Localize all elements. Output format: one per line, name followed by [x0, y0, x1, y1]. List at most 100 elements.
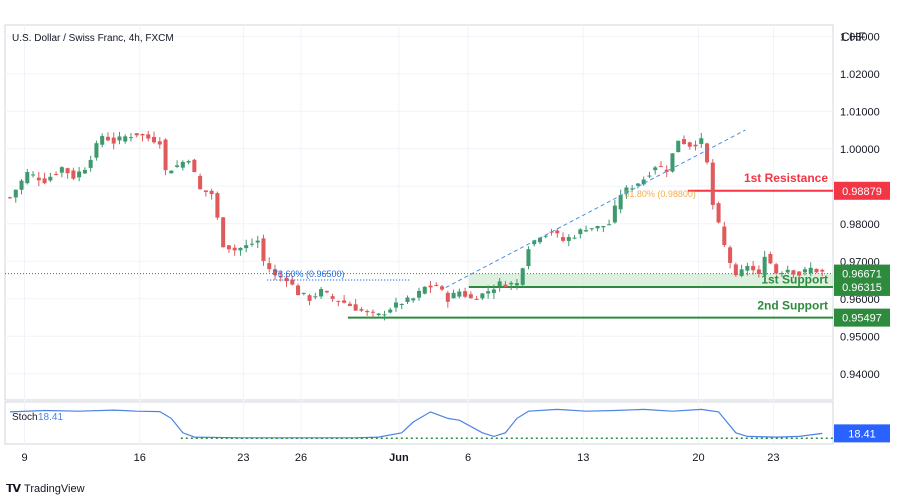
candle-body [722, 226, 727, 246]
candle-body [307, 295, 312, 301]
tradingview-logo-icon: 𝗧𝗩 [6, 483, 21, 495]
candle-body [284, 277, 289, 282]
candle-body [255, 240, 260, 243]
candle-body [802, 269, 807, 273]
candle-body [347, 303, 352, 306]
candle-body [244, 245, 249, 249]
candle-body [537, 237, 543, 243]
candle-body [134, 133, 139, 136]
x-tick-label: 26 [295, 452, 307, 464]
x-tick-label: 13 [577, 452, 589, 464]
candle-body [163, 139, 168, 171]
candle-body [77, 171, 82, 178]
candle-body [728, 247, 733, 263]
stoch-inline-value: 18.41 [38, 412, 63, 423]
candle-body [555, 230, 560, 234]
candle-body [365, 310, 370, 313]
time-axis: 9 16 23 26 Jun 6 13 20 23 [21, 452, 779, 464]
candle-body [434, 284, 439, 286]
candle-body [152, 136, 157, 143]
x-tick-label: 9 [21, 452, 27, 464]
candle-body [814, 268, 819, 273]
candle-body [370, 311, 375, 313]
candle-body [584, 230, 589, 232]
candle-body [751, 265, 756, 271]
candle-body [797, 271, 802, 276]
candle-body [820, 269, 825, 272]
candle-body [82, 169, 87, 174]
stoch-value-badge-text: 18.41 [848, 428, 876, 440]
candle-body [186, 161, 191, 163]
candle-body [399, 304, 404, 306]
candle-body [428, 285, 433, 288]
annotations-layer: 78.60% (0.96500) 61.80% (0.98800) [267, 129, 746, 288]
candle-body [140, 134, 145, 136]
x-tick-label: 23 [237, 452, 249, 464]
candle-body [54, 174, 59, 176]
candle-body [647, 175, 652, 177]
candle-body [785, 269, 790, 273]
candle-body [699, 138, 704, 145]
candle-body [417, 290, 422, 298]
candle-body [215, 193, 220, 218]
current-price-badge-text: 0.96671 [842, 269, 882, 281]
candle-body [94, 143, 99, 158]
candle-body [509, 282, 514, 285]
candle-body [681, 139, 687, 145]
candle-body [779, 272, 784, 274]
support-2-badge-text: 0.95497 [842, 313, 882, 325]
brand-footer[interactable]: 𝗧𝗩 TradingView [6, 482, 85, 496]
x-tick-label: Jun [389, 452, 409, 464]
candle-body [221, 217, 226, 248]
candle-body [739, 269, 744, 276]
candle-body [491, 289, 496, 293]
currency-label: CHF [841, 30, 866, 44]
candle-body [411, 298, 416, 301]
price-axis: 1.030001.020001.010001.000000.990000.980… [840, 31, 880, 381]
x-tick-label: 6 [465, 452, 471, 464]
candle-body [198, 175, 203, 190]
candle-body [393, 302, 398, 308]
y-tick-label: 1.02000 [840, 69, 880, 81]
candle-body [342, 300, 347, 303]
candles-layer [8, 130, 825, 321]
candle-body [693, 144, 698, 147]
candle-body [319, 289, 324, 297]
y-tick-label: 0.96000 [840, 294, 880, 306]
candle-body [169, 170, 174, 174]
chart-title: U.S. Dollar / Swiss Franc, 4h, FXCM [12, 33, 174, 44]
stoch-value-badge [834, 424, 890, 443]
candle-body [249, 243, 254, 245]
candle-body [526, 249, 531, 267]
candle-body [503, 284, 508, 287]
candle-body [808, 267, 813, 274]
candle-body [19, 180, 24, 190]
candle-body [128, 137, 134, 139]
candle-body [520, 268, 525, 285]
candle-body [226, 245, 231, 250]
candle-body [65, 168, 70, 174]
candle-body [353, 304, 358, 311]
candle-body [664, 169, 669, 172]
candle-body [566, 237, 571, 241]
resistance-1-label: 1st Resistance [744, 171, 828, 185]
candle-body [601, 226, 606, 228]
support-2-label: 2nd Support [757, 299, 828, 313]
candle-body [733, 264, 738, 276]
candle-body [457, 291, 462, 297]
candle-body [209, 190, 214, 195]
candle-body [572, 237, 577, 239]
candle-body [543, 235, 548, 237]
candle-body [791, 270, 796, 275]
candle-body [762, 256, 767, 275]
candle-body [687, 142, 692, 147]
candle-body [48, 176, 53, 181]
candle-body [658, 166, 663, 168]
brand-name: TradingView [24, 482, 85, 495]
candle-body [88, 159, 93, 168]
candle-body [180, 161, 185, 168]
candle-body [561, 237, 566, 241]
x-tick-label: 16 [134, 452, 146, 464]
candle-body [313, 296, 318, 298]
candle-body [376, 313, 381, 316]
